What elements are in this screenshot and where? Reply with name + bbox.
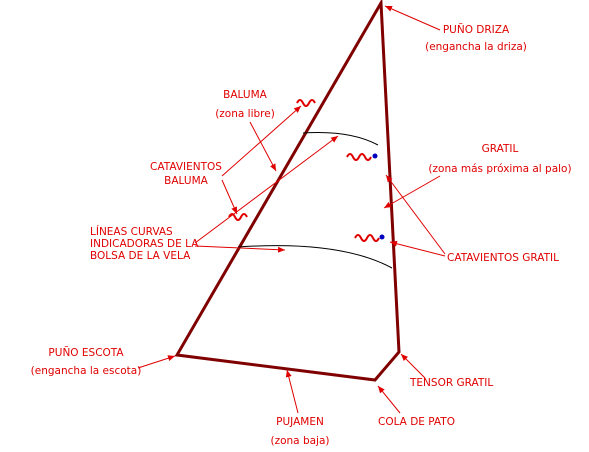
label: (engancha la driza) <box>425 41 527 53</box>
label: PUÑO DRIZA <box>443 23 510 36</box>
label: LÍNEAS CURVAS <box>90 225 173 238</box>
label: (zona baja) <box>270 435 329 447</box>
label: GRATIL <box>482 143 519 155</box>
sail <box>174 0 401 382</box>
label: PUÑO ESCOTA <box>48 346 124 359</box>
label: BOLSA DE LA VELA <box>90 250 191 262</box>
label: TENSOR GRATIL <box>409 377 493 389</box>
label: (zona libre) <box>215 108 275 120</box>
label: INDICADORAS DE LA <box>90 238 199 250</box>
label: (engancha la escota) <box>31 365 142 377</box>
label: CATAVIENTOS GRATIL <box>447 252 559 264</box>
arrows <box>137 5 446 414</box>
label: BALUMA <box>164 175 208 187</box>
telltales <box>228 99 385 242</box>
label: BALUMA <box>223 89 267 101</box>
label: COLA DE PATO <box>378 416 455 428</box>
label: (zona más próxima al palo) <box>428 163 571 175</box>
labels: PUÑO DRIZA (engancha la driza) BALUMA (zona… <box>31 23 572 447</box>
label: CATAVIENTOS <box>150 161 222 173</box>
label: PUJAMEN <box>276 416 324 428</box>
